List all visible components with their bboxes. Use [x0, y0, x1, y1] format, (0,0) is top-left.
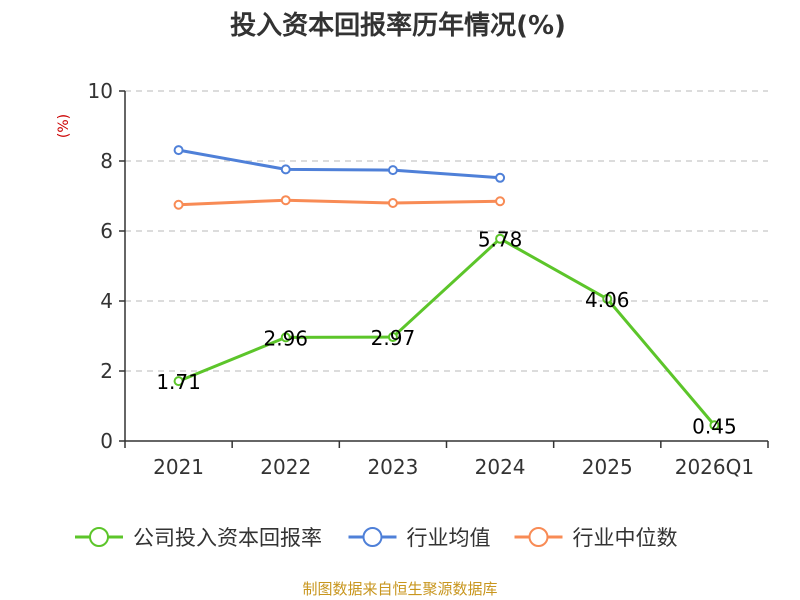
series-group [173, 145, 720, 431]
x-axis: 2021 2022 2023 2024 2025 2026Q1 [124, 91, 769, 479]
y-tick-label: 10 [88, 79, 113, 103]
series-0 [173, 233, 720, 431]
legend-label: 公司投入资本回报率 [133, 526, 322, 550]
data-point [495, 233, 506, 244]
data-label: 2.97 [371, 326, 416, 350]
data-point [173, 199, 184, 210]
data-point [173, 376, 184, 387]
legend: 公司投入资本回报率 行业均值 行业中位数 [75, 526, 678, 550]
x-tick-label: 2021 [153, 455, 204, 479]
source-note: 制图数据来自恒生聚源数据库 [302, 580, 497, 598]
x-tick-label: 2022 [260, 455, 311, 479]
x-tick-label: 2025 [582, 455, 633, 479]
data-label: 5.78 [478, 228, 523, 252]
data-label: 0.45 [692, 414, 737, 438]
data-point [387, 332, 398, 343]
data-label: 4.06 [585, 288, 630, 312]
data-point [280, 332, 291, 343]
x-tick-label: 2024 [475, 455, 526, 479]
data-point [709, 420, 720, 431]
y-tick-label: 8 [100, 149, 113, 173]
data-point [495, 172, 506, 183]
data-point [173, 145, 184, 156]
legend-label: 行业均值 [407, 526, 491, 550]
series-2 [173, 195, 506, 210]
legend-item-0[interactable]: 公司投入资本回报率 [75, 526, 322, 550]
data-point [602, 293, 613, 304]
data-labels: 1.71 2.96 2.97 5.78 4.06 0.45 [156, 228, 736, 439]
x-tick-label: 2023 [367, 455, 418, 479]
data-point [387, 198, 398, 208]
x-tick-label: 2026Q1 [675, 455, 754, 479]
legend-item-2[interactable]: 行业中位数 [514, 526, 678, 550]
chart-title: 投入资本回报率历年情况(%) [230, 10, 566, 41]
data-point [280, 195, 291, 206]
y-axis-unit-label: (%) [56, 114, 72, 138]
y-axis-ticks: 0 2 4 6 8 10 [88, 79, 125, 453]
legend-label: 行业中位数 [573, 526, 678, 550]
y-tick-label: 6 [100, 219, 113, 243]
data-label: 1.71 [156, 370, 201, 394]
data-point [280, 164, 291, 175]
legend-item-1[interactable]: 行业均值 [348, 526, 491, 550]
data-point [387, 165, 398, 176]
series-line [178, 198, 501, 207]
y-tick-label: 0 [100, 429, 113, 453]
legend-marker [362, 527, 383, 547]
legend-marker [528, 527, 549, 547]
y-tick-label: 4 [100, 289, 113, 313]
series-line [178, 237, 716, 427]
series-line [178, 148, 501, 180]
data-point [495, 196, 506, 207]
y-tick-label: 2 [100, 359, 113, 383]
grid-lines [125, 90, 768, 372]
legend-marker [89, 527, 109, 547]
series-1 [173, 145, 506, 183]
data-label: 2.96 [263, 326, 308, 350]
